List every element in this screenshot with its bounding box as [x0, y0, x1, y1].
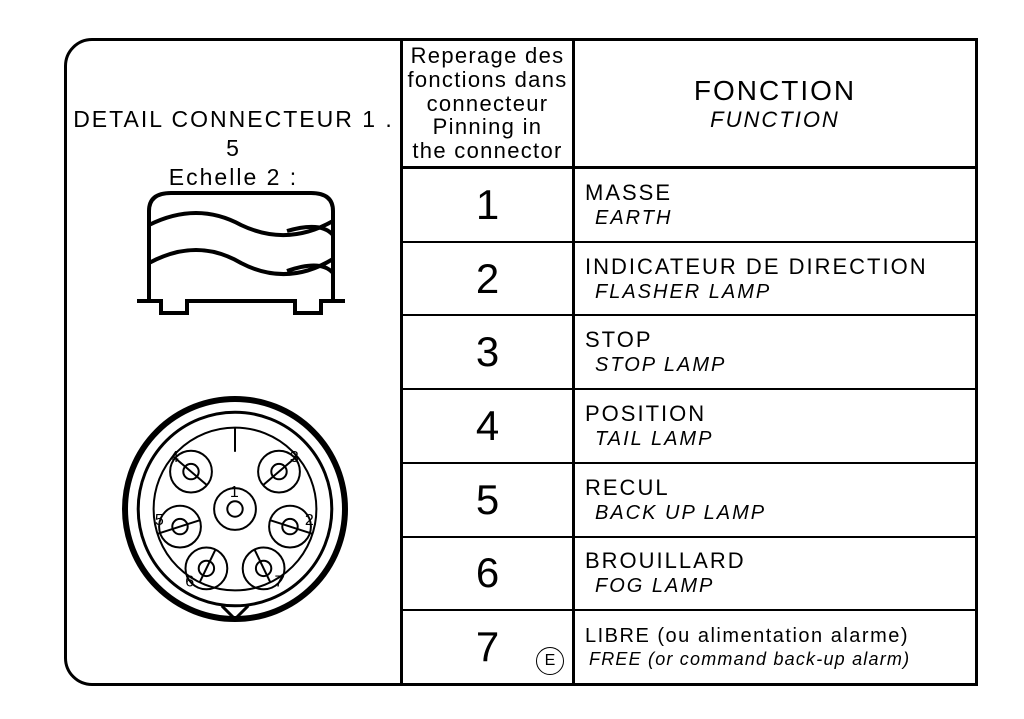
- function-en: EARTH: [585, 207, 975, 230]
- header-pin-en-2: the connector: [412, 139, 562, 163]
- header-function-fr: FONCTION: [694, 75, 856, 107]
- svg-text:4: 4: [170, 449, 180, 466]
- pin-cell: 6: [403, 538, 575, 610]
- function-en: FLASHER LAMP: [585, 281, 975, 304]
- function-cell: MASSEEARTH: [575, 169, 975, 241]
- pin-number: 6: [476, 549, 499, 597]
- function-cell: RECULBACK UP LAMP: [575, 464, 975, 536]
- table-row: 6 BROUILLARDFOG LAMP: [403, 538, 975, 612]
- function-en: FREE (or command back-up alarm): [585, 649, 975, 670]
- pin-number: 7: [476, 623, 499, 671]
- function-cell: INDICATEUR DE DIRECTIONFLASHER LAMP: [575, 243, 975, 315]
- diagram-frame: DETAIL CONNECTEUR 1 . 5 Echelle 2 : 1234…: [64, 38, 978, 686]
- header-pin-fr-2: fonctions dans: [407, 68, 567, 92]
- header-pin-fr-3: connecteur: [427, 92, 549, 116]
- pin-number: 1: [476, 181, 499, 229]
- variant-badge-icon: E: [536, 647, 564, 675]
- connector-drawings: 1 2 3 4 5 6 7: [67, 171, 400, 683]
- function-fr: INDICATEUR DE DIRECTION: [585, 254, 975, 280]
- svg-text:6: 6: [185, 574, 195, 591]
- pin-number: 3: [476, 328, 499, 376]
- svg-text:2: 2: [305, 512, 315, 529]
- function-fr: MASSE: [585, 180, 975, 206]
- pin-cell: 5: [403, 464, 575, 536]
- pin-cell: 4: [403, 390, 575, 462]
- header-pin-en-1: Pinning in: [433, 115, 543, 139]
- table-row: 1 MASSEEARTH: [403, 169, 975, 243]
- pinout-table: Reperage des fonctions dans connecteur P…: [403, 41, 975, 683]
- function-cell: LIBRE (ou alimentation alarme)FREE (or c…: [575, 611, 975, 683]
- function-fr: POSITION: [585, 401, 975, 427]
- table-row: 2 INDICATEUR DE DIRECTIONFLASHER LAMP: [403, 243, 975, 317]
- function-cell: BROUILLARDFOG LAMP: [575, 538, 975, 610]
- pin-cell: 1: [403, 169, 575, 241]
- connector-side-view-icon: [137, 193, 345, 313]
- pin-cell: 7E: [403, 611, 575, 683]
- header-function-en: FUNCTION: [710, 107, 840, 133]
- svg-text:3: 3: [290, 449, 300, 466]
- table-row: 5 RECULBACK UP LAMP: [403, 464, 975, 538]
- header-function-column: FONCTION FUNCTION: [575, 41, 975, 166]
- pin-cell: 3: [403, 316, 575, 388]
- pin-number: 5: [476, 476, 499, 524]
- function-en: BACK UP LAMP: [585, 502, 975, 525]
- svg-text:5: 5: [155, 512, 165, 529]
- function-en: FOG LAMP: [585, 575, 975, 598]
- table-row: 7ELIBRE (ou alimentation alarme)FREE (or…: [403, 611, 975, 683]
- function-fr: LIBRE (ou alimentation alarme): [585, 625, 975, 648]
- function-fr: BROUILLARD: [585, 548, 975, 574]
- table-row: 3 STOPSTOP LAMP: [403, 316, 975, 390]
- pin-number: 4: [476, 402, 499, 450]
- function-fr: STOP: [585, 327, 975, 353]
- function-cell: STOPSTOP LAMP: [575, 316, 975, 388]
- connector-face-view-icon: 1 2 3 4 5 6 7: [125, 399, 345, 619]
- svg-text:7: 7: [274, 574, 284, 591]
- svg-text:1: 1: [230, 484, 240, 501]
- header-pin-fr-1: Reperage des: [411, 44, 565, 68]
- header-pin-column: Reperage des fonctions dans connecteur P…: [403, 41, 575, 166]
- table-body: 1 MASSEEARTH 2 INDICATEUR DE DIRECTIONFLASH…: [403, 169, 975, 683]
- pin-cell: 2: [403, 243, 575, 315]
- function-en: STOP LAMP: [585, 354, 975, 377]
- pin-number: 2: [476, 255, 499, 303]
- function-cell: POSITIONTAIL LAMP: [575, 390, 975, 462]
- connector-detail-panel: DETAIL CONNECTEUR 1 . 5 Echelle 2 : 1234…: [67, 41, 403, 683]
- function-en: TAIL LAMP: [585, 428, 975, 451]
- table-row: 4 POSITIONTAIL LAMP: [403, 390, 975, 464]
- connector-svg: 1 2 3 4 5 6 7: [67, 171, 403, 681]
- function-fr: RECUL: [585, 475, 975, 501]
- table-header-row: Reperage des fonctions dans connecteur P…: [403, 41, 975, 169]
- title-line-1: DETAIL CONNECTEUR 1 . 5: [73, 106, 394, 161]
